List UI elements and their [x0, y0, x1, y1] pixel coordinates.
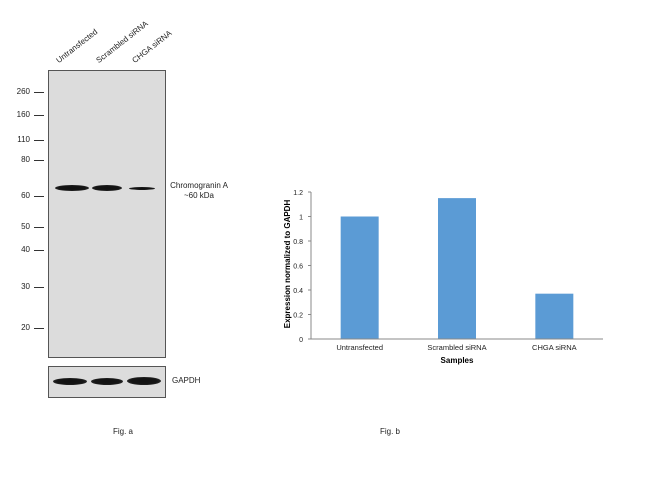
mw-tick-110 [34, 140, 44, 141]
figure-b-caption: Fig. b [380, 427, 401, 436]
mw-label-40: 40 [21, 245, 30, 254]
gapdh-band-untransfected [53, 378, 87, 385]
mw-tick-160 [34, 115, 44, 116]
mw-label-260: 260 [16, 87, 30, 96]
band-chga-sirna [129, 187, 155, 190]
gapdh-blot-membrane [48, 366, 166, 398]
figure-a-caption: Fig. a [113, 427, 134, 436]
mw-label-30: 30 [21, 282, 30, 291]
x-tick-label: Untransfected [336, 343, 383, 352]
bar-chga-sirna [535, 293, 574, 339]
x-tick-label: Scrambled siRNA [427, 343, 486, 352]
loading-control-label: GAPDH [172, 376, 201, 385]
mw-label-60: 60 [21, 191, 30, 200]
x-tick-label: CHGA siRNA [532, 343, 577, 352]
y-tick-label: 0 [299, 337, 303, 344]
mw-tick-60 [34, 196, 44, 197]
y-tick-label: 0.2 [293, 313, 303, 320]
y-axis: 0 0.2 0.4 0.6 0.8 1 1.2 [293, 190, 312, 344]
band-untransfected [55, 185, 89, 191]
y-tick-label: 0.8 [293, 239, 303, 246]
bar-untransfected [340, 216, 379, 339]
gapdh-band-scrambled-sirna [91, 378, 123, 385]
y-tick-label: 0.6 [293, 264, 303, 271]
mw-tick-50 [34, 227, 44, 228]
x-axis: Untransfected Scrambled siRNA CHGA siRNA [311, 338, 603, 352]
mw-label-160: 160 [16, 110, 30, 119]
mw-label-110: 110 [17, 135, 30, 144]
target-size: ~60 kDa [183, 191, 215, 200]
y-tick-label: 0.4 [293, 288, 303, 295]
mw-tick-40 [34, 250, 44, 251]
chart-ylabel: Expression normalized to GAPDH [283, 200, 292, 329]
mw-label-50: 50 [21, 222, 30, 231]
mw-tick-30 [34, 287, 44, 288]
target-name: Chromogranin A [170, 181, 228, 190]
bar-scrambled-sirna [438, 198, 476, 339]
bars [340, 198, 574, 339]
y-tick-label: 1 [299, 215, 303, 222]
target-protein-label: Chromogranin A ~60 kDa [168, 181, 230, 201]
mw-tick-80 [34, 160, 44, 161]
y-tick-label: 1.2 [293, 190, 303, 197]
mw-label-20: 20 [21, 323, 30, 332]
mw-tick-20 [34, 328, 44, 329]
mw-label-80: 80 [21, 155, 30, 164]
mw-tick-260 [34, 92, 44, 93]
chart-xlabel: Samples [441, 356, 474, 365]
band-scrambled-sirna [92, 185, 122, 191]
gapdh-band-chga-sirna [127, 377, 161, 385]
main-blot-membrane [48, 70, 166, 358]
